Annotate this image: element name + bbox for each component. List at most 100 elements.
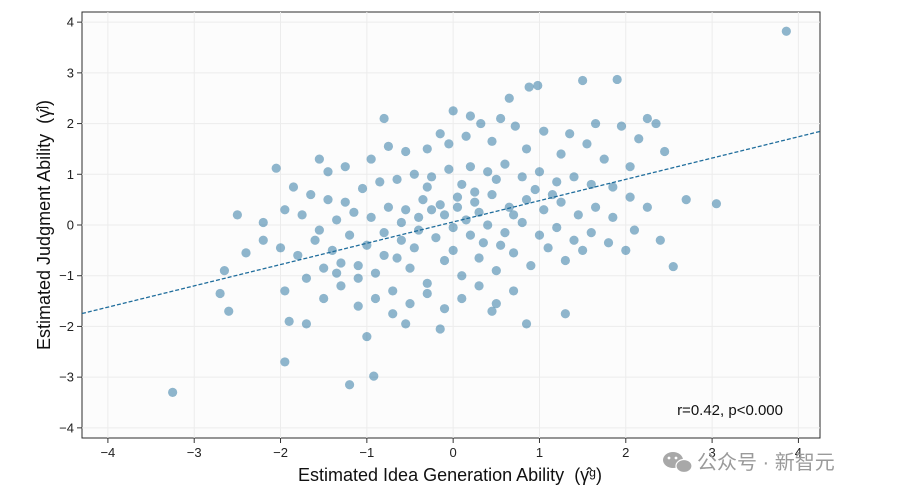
- data-point: [362, 331, 372, 342]
- x-tick-label: −4: [100, 445, 115, 460]
- data-point: [422, 182, 432, 192]
- y-tick-label: 2: [67, 116, 74, 131]
- data-point: [353, 260, 363, 271]
- data-point: [521, 319, 532, 329]
- data-point: [660, 146, 670, 157]
- data-point: [319, 263, 329, 273]
- data-point: [461, 131, 471, 141]
- x-tick-label: −2: [273, 445, 288, 460]
- data-point: [586, 179, 596, 190]
- data-point: [392, 253, 402, 263]
- data-point: [474, 281, 484, 291]
- data-point: [556, 197, 566, 207]
- data-point: [349, 207, 359, 217]
- data-point: [465, 230, 476, 240]
- data-point: [241, 248, 251, 258]
- data-point: [608, 182, 618, 192]
- data-point: [323, 167, 333, 177]
- data-point: [405, 263, 415, 273]
- data-point: [448, 245, 458, 255]
- x-axis-title: Estimated Idea Generation Ability (γ̂ᵍ): [298, 465, 602, 485]
- data-point: [517, 217, 527, 228]
- data-point: [642, 113, 652, 124]
- data-point: [573, 210, 583, 220]
- data-point: [560, 309, 570, 319]
- data-point: [590, 118, 601, 129]
- y-tick-label: −3: [59, 370, 74, 385]
- data-point: [504, 202, 514, 212]
- data-point: [508, 248, 519, 258]
- data-point: [578, 245, 588, 255]
- data-point: [457, 179, 467, 190]
- wechat-icon: [663, 452, 693, 474]
- data-point: [219, 266, 230, 276]
- data-point: [288, 182, 299, 192]
- data-point: [280, 286, 290, 296]
- data-point: [608, 212, 618, 222]
- data-point: [310, 235, 320, 245]
- data-point: [496, 240, 506, 250]
- x-tick-label: −3: [187, 445, 202, 460]
- data-point: [340, 162, 350, 172]
- data-point: [539, 126, 549, 136]
- data-point: [379, 228, 389, 238]
- data-point: [340, 197, 350, 207]
- data-point: [470, 187, 480, 197]
- data-point: [625, 192, 635, 202]
- x-tick-label: 0: [450, 445, 457, 460]
- data-point: [526, 260, 536, 271]
- fit-line-layer: [81, 130, 821, 315]
- data-point: [409, 243, 419, 253]
- data-point: [642, 202, 652, 212]
- data-point: [483, 167, 493, 177]
- data-point: [547, 189, 558, 200]
- data-point: [508, 286, 519, 296]
- data-point: [517, 172, 527, 182]
- y-tick-label: −2: [59, 319, 74, 334]
- data-point: [327, 245, 337, 255]
- data-point: [465, 162, 476, 172]
- data-point: [634, 134, 644, 144]
- data-point: [271, 163, 281, 173]
- data-point: [435, 200, 445, 210]
- data-point: [452, 202, 463, 212]
- data-point: [465, 111, 476, 121]
- data-point: [396, 217, 406, 228]
- data-point: [353, 273, 363, 283]
- data-point: [388, 286, 398, 296]
- data-point: [565, 129, 575, 139]
- data-point: [379, 250, 389, 261]
- data-point: [401, 205, 411, 215]
- data-point: [448, 222, 458, 233]
- data-point: [314, 225, 324, 235]
- data-point: [556, 149, 566, 159]
- data-point: [560, 255, 570, 266]
- y-tick-label: 0: [67, 218, 74, 233]
- data-point: [444, 164, 454, 174]
- data-point: [603, 238, 614, 248]
- data-point: [521, 195, 532, 205]
- data-point: [621, 245, 631, 255]
- scatter-points: [168, 26, 791, 397]
- watermark: 公众号 · 新智元: [663, 451, 835, 474]
- data-point: [599, 154, 609, 164]
- data-point: [426, 172, 437, 182]
- data-point: [422, 288, 432, 299]
- x-tick-label: 3: [708, 445, 715, 460]
- data-point: [418, 195, 428, 205]
- data-point: [530, 184, 540, 195]
- data-point: [362, 240, 372, 250]
- data-point: [629, 225, 640, 235]
- fit-line: [81, 130, 821, 315]
- y-tick-label: 1: [67, 167, 74, 182]
- x-axis-label: Estimated Idea Generation Ability: [298, 465, 564, 485]
- data-point: [578, 75, 588, 86]
- y-tick-label: 4: [67, 15, 74, 30]
- data-point: [457, 271, 467, 281]
- data-point: [414, 225, 424, 235]
- data-point: [478, 238, 488, 248]
- data-point: [370, 268, 381, 278]
- data-point: [534, 230, 545, 240]
- data-point: [431, 233, 441, 243]
